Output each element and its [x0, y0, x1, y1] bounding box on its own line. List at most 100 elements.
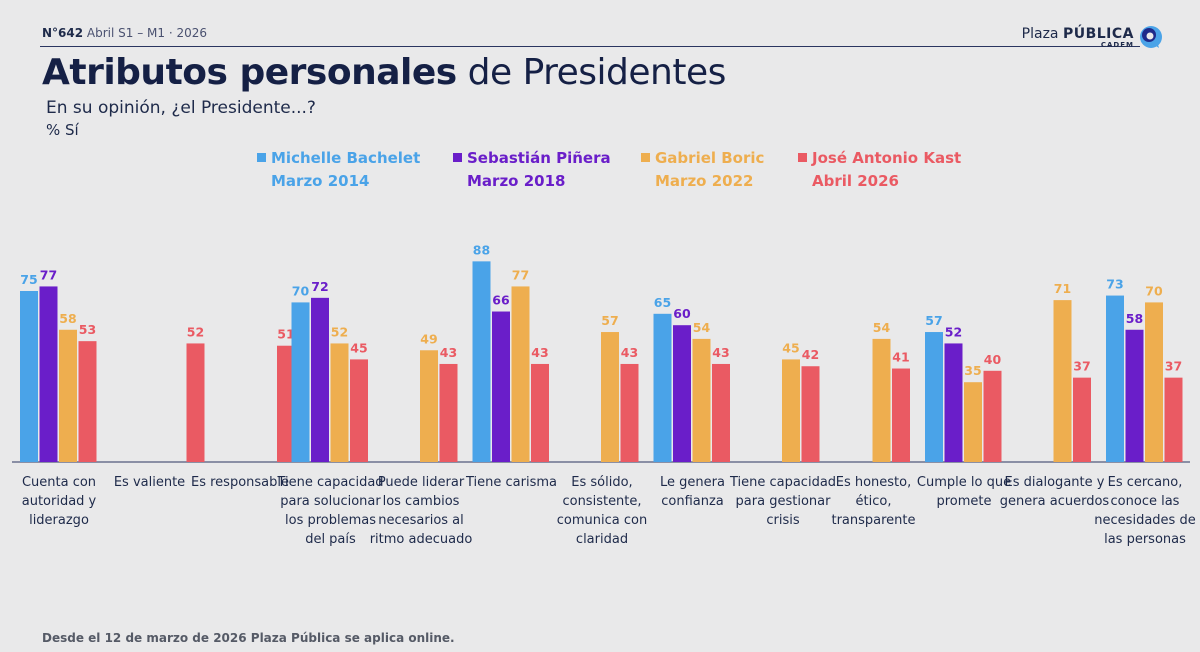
data-label-pinera-3: 72 [311, 279, 328, 294]
data-label-bachelet-5: 88 [473, 242, 490, 257]
bar-boric-6 [601, 332, 619, 462]
category-label-11: Es dialogante y genera acuerdos [1000, 475, 1110, 509]
unit-label: % Sí [46, 121, 79, 139]
category-label-10: Cumple lo que promete [917, 475, 1011, 509]
bar-pinera-0 [39, 286, 58, 462]
bar-boric-7 [692, 338, 711, 462]
data-label-kast-3: 45 [350, 340, 367, 355]
legend-pinera: Sebastián Piñera Marzo 2018 [453, 147, 611, 193]
data-label-kast-4: 43 [440, 345, 457, 360]
issue-period: Abril S1 – M1 · 2026 [86, 26, 208, 40]
category-label-2: Es responsable [191, 475, 289, 490]
category-label-0: Cuenta con autoridad y liderazgo [22, 475, 97, 528]
data-label-boric-7: 54 [693, 320, 711, 335]
page-title: Atributos personales de Presidentes [42, 52, 726, 93]
bar-pinera-7 [673, 325, 691, 462]
legend-boric: Gabriel Boric Marzo 2022 [641, 147, 764, 193]
bar-boric-11 [1053, 300, 1072, 462]
bar-bachelet-0 [20, 291, 38, 462]
data-label-pinera-10: 52 [945, 324, 962, 339]
issue-info: N°642 Abril S1 – M1 · 2026 [42, 26, 207, 40]
brand: Plaza PÚBLICA CADEM [1022, 26, 1134, 49]
bar-boric-5 [511, 286, 530, 462]
data-label-boric-9: 54 [873, 320, 891, 335]
legend-pinera-name: Sebastián Piñera [467, 149, 611, 167]
bar-pinera-10 [944, 343, 963, 462]
data-label-boric-3: 52 [331, 324, 348, 339]
bar-boric-0 [59, 329, 77, 462]
legend-boric-swatch [641, 153, 650, 162]
category-label-8: Tiene capacidad para gestionar crisis [729, 475, 836, 528]
bar-kast-9 [892, 368, 910, 462]
data-label-bachelet-3: 70 [292, 283, 310, 298]
bar-boric-9 [872, 338, 891, 462]
data-label-pinera-0: 77 [40, 267, 57, 282]
subtitle: En su opinión, ¿el Presidente...? [46, 98, 316, 118]
footnote: Desde el 12 de marzo de 2026 Plaza Públi… [42, 631, 455, 645]
category-label-1: Es valiente [114, 475, 185, 490]
legend-pinera-swatch [453, 153, 462, 162]
bar-kast-1 [186, 343, 205, 462]
category-label-12: Es cercano, conoce las necesidades de las p… [1094, 475, 1195, 547]
data-label-pinera-7: 60 [673, 306, 691, 321]
header-rule [40, 46, 1140, 47]
category-label-7: Le genera confianza [660, 475, 725, 509]
title-rest: de Presidentes [467, 52, 727, 93]
data-label-bachelet-7: 65 [654, 295, 671, 310]
data-label-bachelet-10: 57 [925, 313, 942, 328]
data-label-kast-12: 37 [1165, 359, 1182, 374]
bar-kast-0 [78, 341, 97, 462]
bar-bachelet-5 [472, 261, 491, 462]
data-label-boric-8: 45 [782, 340, 799, 355]
bar-boric-12 [1145, 302, 1163, 462]
legend-kast-swatch [798, 153, 807, 162]
bar-boric-10 [964, 382, 982, 462]
issue-number: N°642 [42, 26, 84, 40]
data-label-boric-10: 35 [964, 363, 981, 378]
data-label-boric-4: 49 [420, 331, 437, 346]
data-label-kast-11: 37 [1073, 359, 1090, 374]
bar-kast-8 [801, 366, 820, 462]
bar-bachelet-12 [1106, 295, 1124, 462]
legend-bachelet-swatch [257, 153, 266, 162]
legend-kast: José Antonio Kast Abril 2026 [798, 147, 961, 193]
data-label-kast-5: 43 [531, 345, 548, 360]
category-label-4: Puede liderar los cambios necesarios al rit… [370, 475, 473, 547]
data-label-boric-0: 58 [59, 311, 76, 326]
data-label-boric-11: 71 [1054, 281, 1071, 296]
bar-boric-3 [330, 343, 349, 462]
bar-bachelet-3 [291, 302, 310, 462]
data-label-boric-6: 57 [601, 313, 618, 328]
data-label-kast-10: 40 [984, 352, 1002, 367]
legend-pinera-period: Marzo 2018 [467, 172, 566, 190]
legend-boric-period: Marzo 2022 [655, 172, 754, 190]
data-label-kast-8: 42 [802, 347, 819, 362]
brand-sub: CADEM [1100, 41, 1134, 49]
brand-logo-icon [1140, 26, 1162, 48]
bar-pinera-12 [1125, 329, 1144, 462]
bar-kast-5 [531, 363, 549, 462]
bar-kast-7 [712, 363, 730, 462]
brand-name: Plaza [1021, 26, 1059, 42]
legend-bachelet-name: Michelle Bachelet [271, 149, 421, 167]
legend-kast-name: José Antonio Kast [812, 149, 962, 167]
bar-pinera-3 [311, 297, 329, 462]
bar-boric-8 [782, 359, 800, 462]
bar-kast-3 [350, 359, 368, 462]
bar-kast-6 [620, 363, 639, 462]
data-label-boric-5: 77 [512, 267, 529, 282]
data-label-kast-7: 43 [712, 345, 729, 360]
category-label-6: Es sólido, consistente, comunica con clarid… [557, 475, 647, 547]
bar-kast-11 [1073, 377, 1091, 462]
legend-boric-name: Gabriel Boric [655, 149, 765, 167]
bar-kast-2 [277, 345, 295, 462]
data-label-pinera-12: 58 [1126, 311, 1143, 326]
legend-bachelet: Michelle Bachelet Marzo 2014 [257, 147, 420, 193]
data-label-boric-12: 70 [1145, 283, 1163, 298]
legend-kast-period: Abril 2026 [812, 172, 899, 190]
bar-kast-12 [1164, 377, 1183, 462]
category-label-9: Es honesto, ético, transparente [831, 475, 915, 528]
bar-boric-4 [420, 350, 438, 462]
data-label-bachelet-12: 73 [1106, 277, 1123, 292]
data-label-kast-2: 51 [277, 327, 294, 342]
